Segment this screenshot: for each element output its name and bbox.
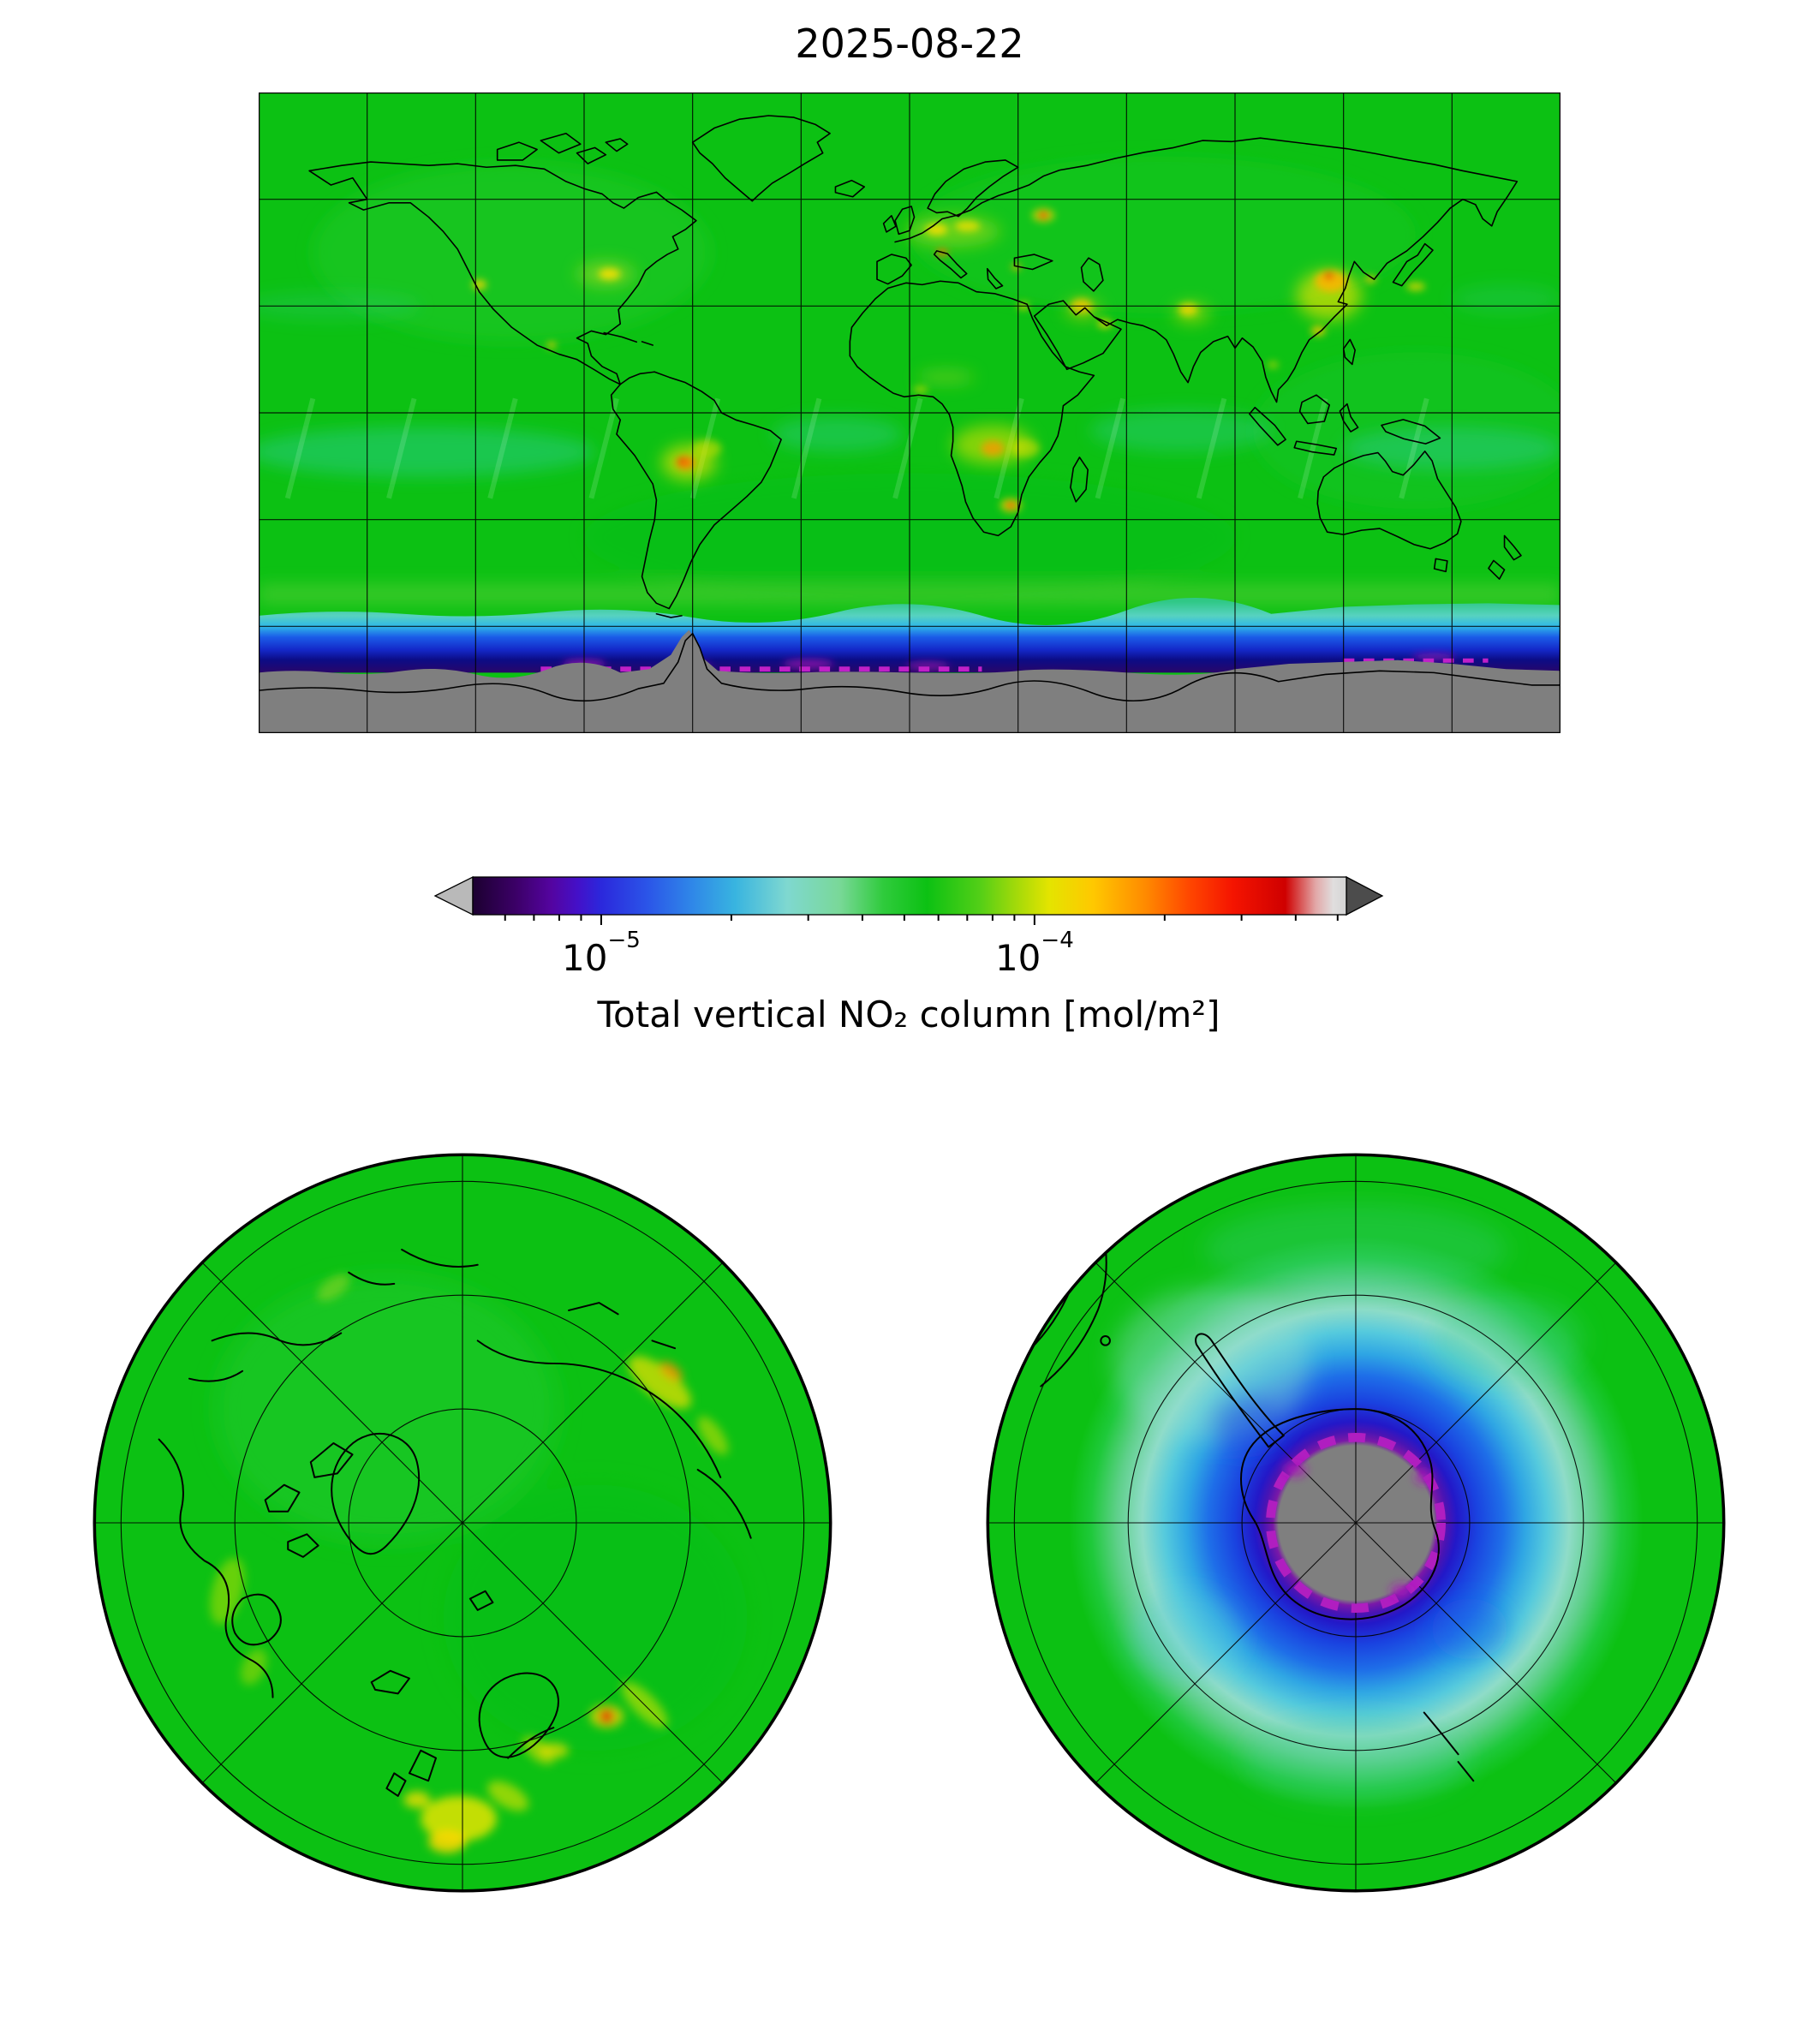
colorbar-over-arrow — [1346, 875, 1384, 916]
coastlines — [259, 115, 1560, 702]
south-magenta-edge — [1266, 1433, 1446, 1613]
north-graticule — [94, 1155, 831, 1891]
north-map-rim — [92, 1153, 832, 1893]
colorbar-axis-label: Total vertical NO₂ column [mol/m²] — [597, 994, 1220, 1035]
figure-title: 2025-08-22 — [795, 21, 1024, 67]
south-polar-map — [986, 1153, 1726, 1893]
colorbar-under-arrow — [433, 875, 474, 916]
colorbar-tick-label-1e-4: 10−4 — [994, 928, 1074, 979]
north-coastlines — [158, 1249, 752, 1797]
graticule — [259, 92, 1560, 733]
north-field-texture — [216, 1276, 748, 1751]
south-graticule — [988, 1155, 1724, 1891]
colorbar-gradient-body — [472, 876, 1347, 916]
colorbar-tick-labels: 10−5 10−4 — [435, 928, 1382, 988]
world-map — [259, 92, 1560, 733]
south-map-rim — [986, 1153, 1726, 1893]
north-polar-map — [92, 1153, 832, 1893]
colorbar-bar — [433, 875, 1384, 925]
colorbar-tick-label-1e-5: 10−5 — [562, 928, 641, 979]
colorbar: 10−5 10−4 Total vertical NO₂ column [mol… — [433, 875, 1384, 1100]
colorbar-ticks — [504, 915, 1339, 925]
equatorial-teal-band — [259, 284, 1560, 477]
